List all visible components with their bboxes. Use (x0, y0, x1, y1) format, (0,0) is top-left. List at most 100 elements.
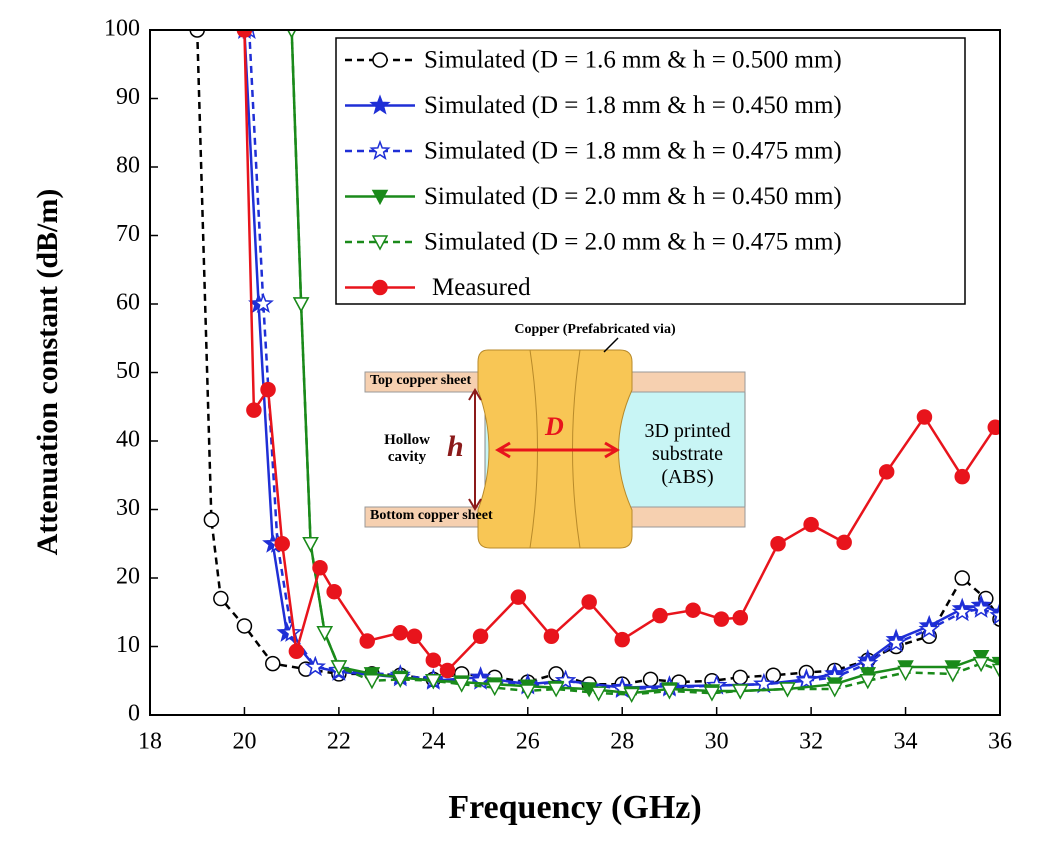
annotation: D (545, 412, 564, 441)
marker (316, 626, 333, 642)
marker (770, 536, 786, 552)
x-tick-label: 22 (327, 729, 351, 755)
marker (425, 652, 442, 668)
marker (642, 671, 659, 688)
marker (359, 633, 375, 649)
marker (203, 512, 220, 528)
marker (372, 52, 388, 68)
marker (732, 609, 749, 626)
marker (392, 672, 409, 688)
marker (425, 674, 442, 690)
x-tick-label: 32 (799, 729, 823, 755)
marker (312, 559, 328, 576)
y-tick-label: 80 (116, 153, 140, 179)
marker (944, 667, 962, 683)
annotation: Copper (Prefabricated via) (514, 322, 676, 337)
marker (732, 684, 749, 700)
marker (918, 618, 940, 639)
marker (519, 684, 537, 700)
marker (453, 677, 470, 693)
marker (885, 631, 907, 653)
marker (439, 662, 456, 679)
marker (951, 601, 973, 622)
annotation: Top copper sheet (370, 373, 472, 388)
marker (581, 594, 597, 610)
marker (406, 628, 423, 644)
series-line (290, 30, 1000, 696)
marker (989, 604, 1000, 625)
x-tick-label: 34 (894, 729, 918, 755)
marker (614, 631, 630, 648)
y-tick-label: 10 (116, 632, 140, 658)
marker (510, 589, 527, 605)
y-tick-label: 0 (128, 701, 140, 727)
marker (302, 537, 319, 553)
marker (623, 687, 640, 704)
marker (991, 663, 1000, 680)
marker (392, 625, 409, 641)
x-tick-label: 20 (232, 729, 256, 755)
marker (236, 30, 253, 38)
x-tick-label: 36 (988, 729, 1012, 755)
marker (753, 673, 775, 694)
marker (260, 381, 276, 398)
legend-label: Measured (432, 274, 531, 301)
inset-diagram (364, 337, 746, 549)
marker (288, 643, 305, 660)
marker (836, 534, 852, 551)
h-arrowheads (468, 388, 482, 511)
y-tick-label: 100 (104, 16, 140, 42)
y-axis-label: Attenuation constant (dB/m) (31, 189, 64, 556)
marker (803, 516, 819, 533)
marker (554, 669, 577, 690)
x-tick-label: 30 (705, 729, 729, 755)
y-tick-label: 70 (116, 221, 140, 247)
legend-label: Simulated (D = 1.8 mm & h = 0.450 mm) (424, 92, 842, 119)
y-tick-label: 90 (116, 84, 140, 110)
x-tick-label: 28 (610, 729, 634, 755)
marker (547, 682, 565, 698)
marker (970, 597, 992, 618)
marker (661, 684, 678, 700)
marker (859, 674, 877, 690)
marker (472, 628, 489, 644)
annotation: Hollow cavity (384, 432, 430, 466)
marker (713, 611, 730, 627)
plot-area (189, 30, 1000, 704)
y-tick-label: 40 (116, 427, 140, 453)
legend-label: Simulated (D = 1.8 mm & h = 0.475 mm) (424, 138, 842, 165)
marker (954, 468, 970, 485)
marker (486, 680, 503, 697)
marker (826, 682, 843, 698)
marker (897, 665, 914, 682)
x-axis-label: Frequency (GHz) (448, 789, 701, 826)
y-tick-label: 60 (116, 290, 140, 316)
marker (543, 628, 560, 644)
d-arrowheads (495, 441, 620, 459)
marker (878, 464, 895, 480)
marker (369, 94, 391, 115)
marker (369, 139, 391, 161)
marker (246, 402, 262, 418)
marker (703, 686, 721, 702)
marker (213, 590, 229, 607)
annotation: h (447, 430, 464, 463)
marker (954, 570, 970, 586)
marker (371, 235, 389, 251)
legend-label: Simulated (D = 2.0 mm & h = 0.450 mm) (424, 183, 842, 210)
annotation: 3D printed substrate (ABS) (644, 420, 731, 488)
x-tick-label: 26 (516, 729, 540, 755)
marker (292, 297, 310, 313)
marker (372, 279, 388, 296)
marker (371, 189, 389, 206)
marker (685, 602, 701, 618)
marker (795, 669, 817, 690)
marker (779, 682, 796, 698)
legend-label: Simulated (D = 1.6 mm & h = 0.500 mm) (424, 47, 842, 74)
plot-frame (149, 29, 1001, 716)
x-tick-label: 24 (421, 729, 445, 755)
marker (265, 655, 281, 672)
marker (304, 655, 326, 677)
y-tick-label: 50 (116, 358, 140, 384)
